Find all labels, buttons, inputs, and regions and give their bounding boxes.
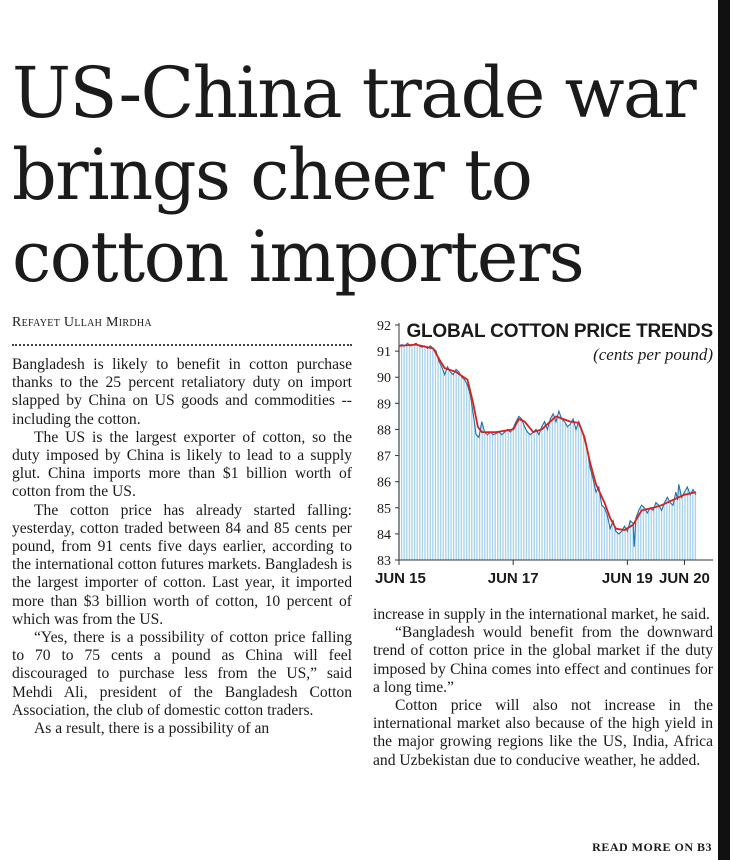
- y-tick-label: 92: [377, 319, 391, 334]
- trend-line: [398, 343, 697, 531]
- paragraph: The US is the largest exporter of cotton…: [12, 428, 352, 501]
- x-tick-label: JUN 19: [602, 570, 653, 587]
- paragraph: “Bangladesh would benefit from the downw…: [373, 624, 713, 696]
- headline-line-2: brings cheer to: [12, 134, 533, 216]
- paragraph: The cotton price has already started fal…: [12, 501, 352, 628]
- y-tick-label: 89: [377, 397, 391, 412]
- paragraph: As a result, there is a possibility of a…: [34, 720, 270, 738]
- chart-svg: 83 84 85 86 87 88 89 90 91 92 JUN 15 JUN 17 JUN 19 JU…: [375, 319, 713, 587]
- price-chart: 83 84 85 86 87 88 89 90 91 92 JUN 15 JUN 17 JUN 19 JU…: [355, 315, 717, 600]
- paragraph: Bangladesh is likely to benefit in cotto…: [12, 356, 352, 428]
- paragraph: Cotton price will also not increase in t…: [373, 697, 713, 769]
- x-tick-label: JUN 17: [488, 570, 539, 587]
- y-tick-label: 91: [377, 345, 391, 360]
- article-column-2: increase in supply in the international …: [373, 606, 713, 770]
- headline: US-China trade war brings cheer to cotto…: [12, 52, 712, 298]
- y-tick-label: 85: [377, 502, 391, 517]
- y-tick-label: 84: [377, 528, 391, 543]
- chart-subtitle: (cents per pound): [593, 345, 713, 364]
- paragraph: “Yes, there is a possibility of cotton p…: [12, 629, 352, 719]
- x-tick-label: JUN 20: [659, 570, 710, 587]
- page-edge-bar: [718, 0, 730, 860]
- y-tick-label: 83: [377, 554, 391, 569]
- paragraph: increase in supply in the international …: [373, 606, 710, 623]
- x-tick-label: JUN 15: [375, 570, 426, 587]
- y-tick-label: 86: [377, 476, 391, 491]
- byline-divider: [12, 344, 352, 346]
- byline: Refayet Ullah Mirdha: [12, 315, 152, 330]
- y-tick-label: 88: [377, 423, 391, 438]
- y-tick-label: 90: [377, 371, 391, 386]
- chart-title: GLOBAL COTTON PRICE TRENDS: [406, 321, 713, 342]
- y-tick-label: 87: [377, 450, 391, 465]
- read-more-link[interactable]: READ MORE ON B3: [592, 840, 712, 854]
- article-column-1: Bangladesh is likely to benefit in cotto…: [12, 356, 352, 738]
- headline-line-3: cotton importers: [12, 216, 585, 298]
- headline-line-1: US-China trade war: [12, 52, 697, 134]
